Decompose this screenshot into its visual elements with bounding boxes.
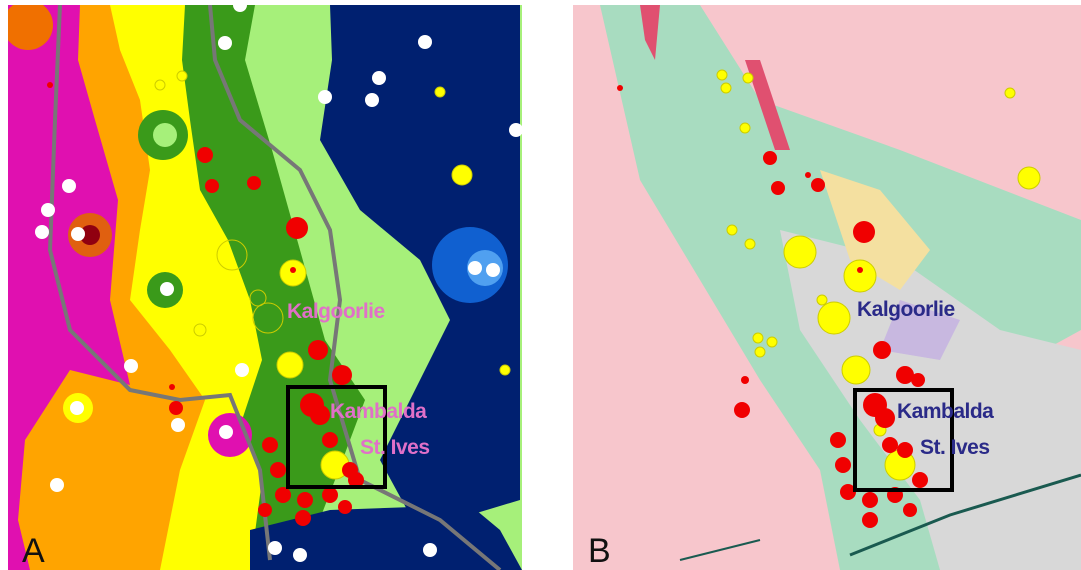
map-b	[573, 5, 1081, 570]
place-label: Kalgoorlie	[287, 300, 385, 323]
place-label: Kambalda	[897, 400, 994, 423]
place-label: Kambalda	[330, 400, 427, 423]
map-a	[3, 0, 523, 570]
panel-label: A	[22, 532, 45, 570]
place-label: St. Ives	[360, 436, 430, 459]
place-label: Kalgoorlie	[857, 298, 955, 321]
figure: Kalgoorlie Kambalda St. Ives A Kalg	[0, 0, 1081, 570]
panel-label: B	[588, 532, 611, 570]
place-label: St. Ives	[920, 436, 990, 459]
